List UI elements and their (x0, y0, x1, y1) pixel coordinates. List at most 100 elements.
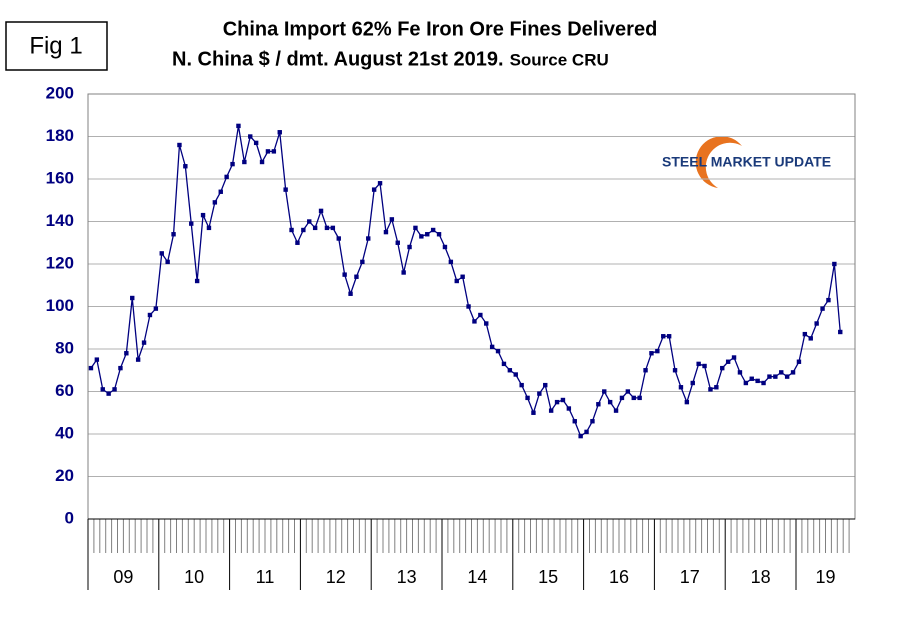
point (295, 240, 300, 245)
point (348, 291, 353, 296)
point (436, 232, 442, 237)
point (602, 389, 607, 394)
point (289, 227, 294, 233)
point (619, 395, 625, 401)
y-tick-label: 140 (46, 211, 74, 230)
point (200, 212, 206, 218)
x-tick-label: 16 (609, 567, 629, 587)
logo-text: STEEL MARKET UPDATE (662, 154, 831, 170)
point (790, 370, 796, 375)
point (779, 370, 784, 375)
point (442, 244, 448, 250)
point (478, 312, 483, 318)
y-tick-label: 60 (55, 381, 74, 400)
point (171, 232, 176, 237)
point (301, 227, 306, 233)
point (755, 378, 760, 384)
point (637, 395, 642, 401)
x-tick-label: 15 (538, 567, 558, 587)
point (212, 200, 218, 205)
y-tick-label: 180 (46, 126, 74, 145)
point (265, 149, 271, 154)
point (318, 208, 324, 214)
point (124, 351, 129, 356)
point (454, 278, 459, 284)
point (194, 278, 200, 284)
series-line (90, 125, 841, 438)
point (631, 395, 636, 401)
x-tick-label: 18 (751, 567, 771, 587)
point (366, 236, 371, 241)
chart-title: N. China $ / dmt. August 21st 2019. (172, 48, 504, 70)
point (696, 361, 701, 367)
point (342, 272, 347, 277)
point (672, 368, 678, 373)
point (330, 225, 336, 231)
point (283, 187, 288, 192)
point (448, 259, 454, 265)
point (377, 181, 383, 186)
point (259, 159, 265, 165)
point (749, 376, 754, 381)
point (832, 261, 837, 267)
point (360, 259, 365, 265)
point (460, 274, 465, 279)
point (230, 161, 235, 167)
point (826, 297, 831, 303)
point (684, 399, 690, 405)
point (767, 374, 772, 379)
figure-label: Fig 1 (29, 32, 82, 59)
point (808, 336, 813, 341)
point (838, 329, 843, 335)
point (548, 408, 554, 413)
point (371, 187, 377, 192)
point (242, 159, 247, 165)
point (153, 306, 159, 311)
point (720, 365, 725, 371)
point (761, 380, 766, 386)
point (590, 419, 595, 424)
y-tick-label: 120 (46, 253, 74, 272)
point (731, 355, 737, 360)
point (419, 234, 424, 239)
point (277, 130, 282, 135)
y-tick-label: 40 (55, 423, 74, 442)
point (666, 334, 672, 339)
point (177, 142, 182, 148)
point (714, 385, 719, 390)
chart-title: China Import 62% Fe Iron Ore Fines Deliv… (223, 18, 658, 40)
point (218, 189, 223, 194)
point (537, 391, 542, 396)
point (271, 149, 277, 154)
point (430, 227, 436, 233)
point (118, 365, 123, 371)
point (543, 382, 548, 388)
point (354, 274, 359, 279)
x-tick-label: 10 (184, 567, 204, 587)
point (519, 382, 524, 388)
point (307, 219, 312, 224)
point (737, 370, 743, 375)
point (784, 374, 790, 379)
x-tick-label: 17 (680, 567, 700, 587)
point (690, 380, 695, 386)
point (501, 361, 507, 367)
point (802, 331, 808, 337)
x-tick-label: 12 (326, 567, 346, 587)
point (183, 164, 188, 169)
point (407, 244, 412, 250)
point (613, 408, 619, 413)
point (106, 391, 111, 396)
y-tick-label: 200 (46, 83, 74, 102)
point (112, 387, 117, 392)
point (253, 140, 259, 146)
point (678, 385, 684, 390)
point (489, 344, 495, 350)
point (513, 372, 518, 377)
point (236, 123, 241, 129)
point (135, 357, 141, 362)
point (607, 399, 613, 405)
point (206, 225, 212, 231)
y-tick-label: 80 (55, 338, 74, 357)
point (189, 221, 194, 226)
